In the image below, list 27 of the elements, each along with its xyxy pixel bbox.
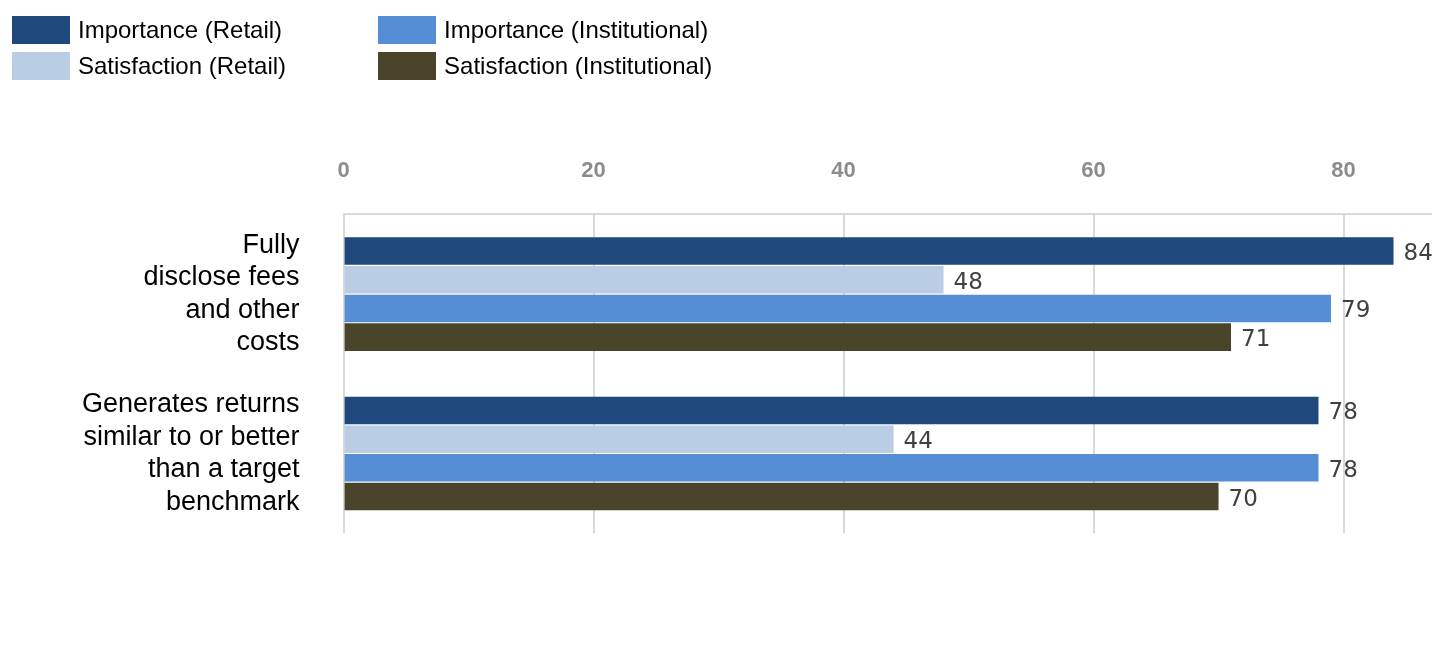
bar [344,294,1332,323]
data-label: 71 [1241,325,1271,352]
bar [344,482,1219,511]
x-tick-label: 0 [337,157,350,183]
legend-label: Importance (Retail) [78,16,283,44]
x-tick-label: 20 [581,157,606,183]
bar [344,265,944,294]
legend-label: Satisfaction (Retail) [78,52,287,80]
bar [344,425,894,453]
data-label: 70 [1228,484,1258,511]
legend-label: Importance (Institutional) [444,16,709,44]
bar [344,454,1319,482]
data-label: 84 [1403,239,1433,266]
x-tick-label: 60 [1081,157,1106,183]
y-tick-label: Generates returns similar to or better than a target benchmark [82,388,301,516]
legend-label: Satisfaction (Institutional) [444,52,713,80]
x-tick-label: 80 [1331,157,1356,183]
y-tick-label: Fully disclose fees and other costs [143,228,301,357]
data-label: 79 [1341,296,1371,323]
bar [344,396,1319,425]
bar [344,323,1232,351]
data-label: 48 [953,267,983,294]
x-tick-label: 40 [831,157,856,183]
data-label: 78 [1328,455,1358,482]
bar [344,237,1394,265]
data-label: 78 [1328,398,1358,425]
data-label: 44 [903,427,933,454]
